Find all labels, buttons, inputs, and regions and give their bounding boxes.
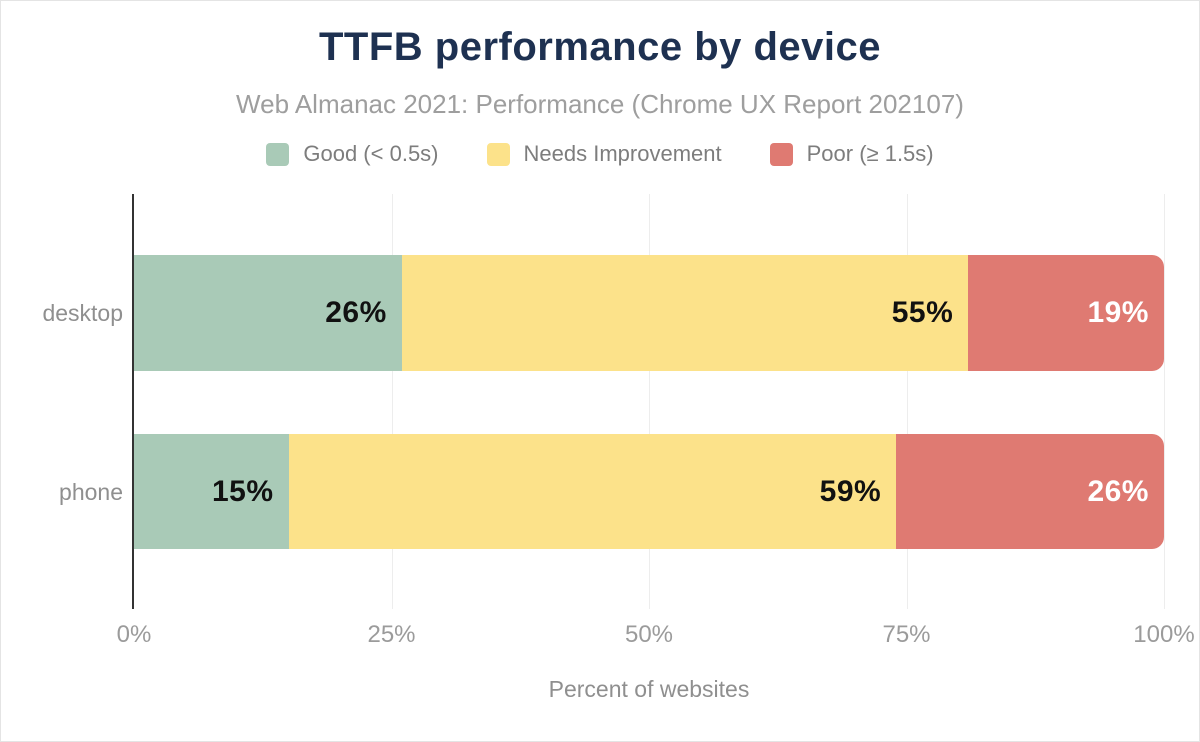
chart-title: TTFB performance by device (318, 25, 882, 69)
gridline-25 (391, 194, 393, 609)
legend-swatch-icon (769, 142, 793, 166)
bar-desktop: 26% 55% 19% (134, 255, 1164, 371)
legend-swatch-icon (486, 142, 510, 166)
bar-phone: 15% 59% 26% (134, 434, 1164, 549)
bar-segment-desktop-2: 19% (968, 255, 1164, 371)
legend-item-1: Needs Improvement (486, 141, 722, 167)
gridline-100 (1164, 194, 1165, 609)
chart-subtitle: Web Almanac 2021: Performance (Chrome UX… (236, 89, 964, 119)
legend-swatch-icon (266, 142, 290, 166)
bar-value-label: 15% (211, 474, 274, 508)
legend-label: Poor (≥ 1.5s) (806, 141, 934, 166)
bar-segment-phone-1: 59% (288, 434, 897, 549)
x-tick-label-50: 50% (624, 621, 674, 648)
plot-area: Percent of websites desktop 26% 55% 19% phon… (42, 194, 1195, 702)
bar-value-label: 26% (325, 296, 387, 329)
bar-value-label: 59% (819, 474, 882, 508)
x-axis-title: Percent of websites (548, 676, 750, 702)
bar-value-label: 55% (891, 296, 954, 329)
y-axis-label-desktop: desktop (42, 300, 123, 326)
y-axis-label-phone: phone (59, 478, 123, 505)
x-tick-label-0: 0% (116, 621, 152, 648)
x-tick-label-100: 100% (1133, 621, 1195, 648)
legend-label: Needs Improvement (523, 141, 722, 166)
x-tick-label-25: 25% (367, 621, 416, 648)
legend-label: Good (< 0.5s) (303, 141, 439, 166)
legend: Good (< 0.5s) Needs Improvement Poor (≥ 1.… (1, 141, 1199, 167)
bar-value-label: 26% (1087, 474, 1149, 508)
legend-item-0: Good (< 0.5s) (266, 141, 439, 167)
legend-item-2: Poor (≥ 1.5s) (769, 141, 934, 167)
gridline-75 (906, 194, 908, 609)
y-axis-line (132, 194, 134, 609)
bar-segment-desktop-1: 55% (401, 255, 969, 371)
bar-segment-phone-0: 15% (134, 434, 289, 549)
bar-segment-desktop-0: 26% (134, 255, 402, 371)
gridline-50 (649, 194, 650, 609)
x-tick-label-75: 75% (882, 621, 931, 648)
bar-value-label: 19% (1087, 296, 1149, 329)
bar-segment-phone-2: 26% (896, 434, 1164, 549)
